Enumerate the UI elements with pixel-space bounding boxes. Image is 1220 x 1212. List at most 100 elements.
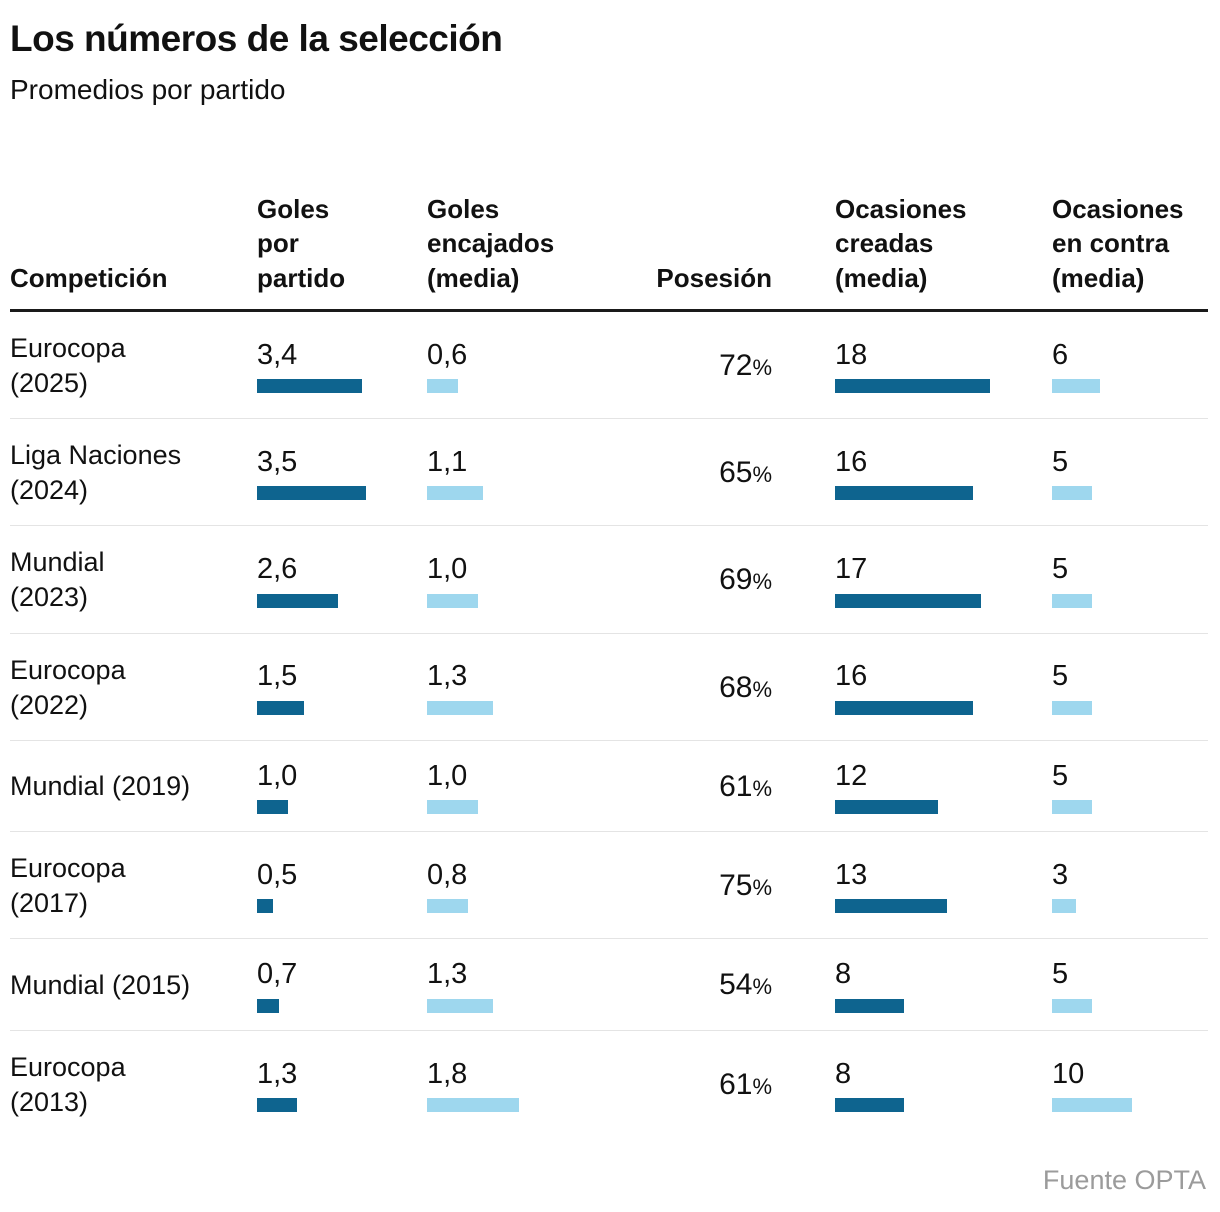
possession-value: 72% xyxy=(622,349,772,383)
column-header-goals-for: Goles por partido xyxy=(257,194,346,293)
goals-for-cell: 2,6 xyxy=(257,553,427,608)
column-header-chances-against: Ocasiones en contra (media) xyxy=(1052,194,1184,293)
column-header-possession: Posesión xyxy=(656,262,772,293)
goals-against-bar xyxy=(427,486,483,501)
chances-against-cell: 5 xyxy=(1052,660,1210,715)
chances-against-value: 5 xyxy=(1052,759,1069,792)
possession-number: 54 xyxy=(719,968,753,1002)
stats-table: Competición Goles por partido Goles enca… xyxy=(10,164,1208,1137)
chances-against-bar xyxy=(1052,998,1092,1013)
chances-created-value: 8 xyxy=(835,958,852,991)
goals-against-cell: 1,0 xyxy=(427,759,622,815)
page-title: Los números de la selección xyxy=(10,18,503,59)
goals-for-value: 1,3 xyxy=(257,1057,298,1090)
competition-label: Liga Naciones (2024) xyxy=(10,440,182,506)
chances-created-cell: 16 xyxy=(772,660,1052,715)
possession-percent-sign: % xyxy=(752,875,772,901)
chances-against-value: 3 xyxy=(1052,859,1069,892)
chances-created-value: 13 xyxy=(835,859,868,892)
possession-value: 54% xyxy=(622,968,772,1002)
possession-percent-sign: % xyxy=(752,462,772,488)
goals-against-bar xyxy=(427,998,493,1013)
goals-against-value: 1,1 xyxy=(427,446,468,479)
goals-against-value: 1,0 xyxy=(427,759,468,792)
chances-against-cell: 5 xyxy=(1052,553,1210,608)
competition-label: Eurocopa (2013) xyxy=(10,1051,126,1117)
possession-number: 69 xyxy=(719,563,753,597)
chances-against-value: 5 xyxy=(1052,446,1069,479)
competition-label: Eurocopa (2022) xyxy=(10,654,126,720)
table-row: Eurocopa (2013) 1,3 1,8 61% 8 10 xyxy=(10,1029,1210,1137)
column-header-goals-against: Goles encajados (media) xyxy=(427,194,555,293)
possession-percent-sign: % xyxy=(752,569,772,595)
table-row: Mundial (2023) 2,6 1,0 69% 17 5 xyxy=(10,525,1208,632)
goals-for-bar xyxy=(257,379,362,394)
competition-label: Eurocopa (2025) xyxy=(10,333,126,399)
chances-created-bar xyxy=(835,593,981,608)
chances-against-cell: 3 xyxy=(1052,859,1210,914)
goals-for-bar xyxy=(257,486,366,501)
goals-against-value: 1,8 xyxy=(427,1057,468,1090)
goals-for-cell: 0,5 xyxy=(257,859,427,914)
possession-percent-sign: % xyxy=(752,1073,772,1099)
chances-against-bar xyxy=(1052,486,1092,501)
table-row: Mundial (2015) 0,7 1,3 54% 8 5 xyxy=(10,938,1208,1029)
possession-number: 65 xyxy=(719,456,753,490)
table-row: Eurocopa (2022) 1,5 1,3 68% 16 5 xyxy=(10,632,1210,740)
chances-against-cell: 6 xyxy=(1052,338,1210,394)
chances-created-value: 17 xyxy=(835,553,868,586)
possession-percent-sign: % xyxy=(752,355,772,381)
table-row: Mundial (2019) 1,0 1,0 61% 12 5 xyxy=(10,739,1208,831)
source-credit: Fuente OPTA xyxy=(1042,1165,1206,1195)
page-subtitle: Promedios por partido xyxy=(10,74,286,105)
chances-against-cell: 5 xyxy=(1052,446,1210,501)
possession-value: 61% xyxy=(622,770,772,804)
chances-against-value: 5 xyxy=(1052,958,1069,991)
goals-for-value: 1,0 xyxy=(257,759,298,792)
goals-for-value: 2,6 xyxy=(257,553,298,586)
chances-against-bar xyxy=(1052,899,1076,914)
chances-created-cell: 8 xyxy=(772,1058,1052,1112)
goals-for-value: 1,5 xyxy=(257,660,298,693)
possession-number: 72 xyxy=(719,349,753,383)
goals-against-cell: 1,3 xyxy=(427,958,622,1013)
competition-label: Mundial (2019) xyxy=(10,771,191,802)
chances-against-bar xyxy=(1052,1097,1132,1112)
chances-created-bar xyxy=(835,800,938,815)
goals-against-cell: 0,6 xyxy=(427,338,622,394)
goals-against-value: 1,0 xyxy=(427,553,468,586)
goals-for-bar xyxy=(257,800,288,815)
goals-for-cell: 0,7 xyxy=(257,958,427,1013)
goals-against-bar xyxy=(427,379,458,394)
chances-against-bar xyxy=(1052,700,1092,715)
chances-created-value: 18 xyxy=(835,338,868,371)
goals-for-bar xyxy=(257,700,304,715)
chances-created-cell: 8 xyxy=(772,958,1052,1013)
chances-against-bar xyxy=(1052,593,1092,608)
goals-for-bar xyxy=(257,1097,297,1112)
table-header-row: Competición Goles por partido Goles enca… xyxy=(10,164,1208,312)
possession-value: 69% xyxy=(622,563,772,597)
possession-number: 61 xyxy=(719,769,753,803)
goals-against-cell: 1,3 xyxy=(427,660,622,715)
goals-for-bar xyxy=(257,899,273,914)
goals-against-cell: 1,1 xyxy=(427,446,622,501)
chances-created-cell: 18 xyxy=(772,338,1052,394)
goals-against-bar xyxy=(427,1097,519,1112)
chances-against-cell: 10 xyxy=(1052,1058,1210,1112)
chances-created-cell: 13 xyxy=(772,859,1052,914)
goals-for-cell: 3,5 xyxy=(257,446,427,501)
goals-for-cell: 1,3 xyxy=(257,1058,427,1112)
chances-created-cell: 16 xyxy=(772,446,1052,501)
chances-created-bar xyxy=(835,998,904,1013)
goals-against-value: 0,6 xyxy=(427,338,468,371)
goals-for-value: 3,4 xyxy=(257,338,298,371)
column-header-competition: Competición xyxy=(10,262,168,293)
goals-for-bar xyxy=(257,998,279,1013)
competition-label: Eurocopa (2017) xyxy=(10,853,126,919)
chances-against-value: 6 xyxy=(1052,338,1069,371)
goals-against-value: 1,3 xyxy=(427,958,468,991)
goals-for-value: 3,5 xyxy=(257,446,298,479)
goals-against-bar xyxy=(427,899,468,914)
goals-against-bar xyxy=(427,800,478,815)
